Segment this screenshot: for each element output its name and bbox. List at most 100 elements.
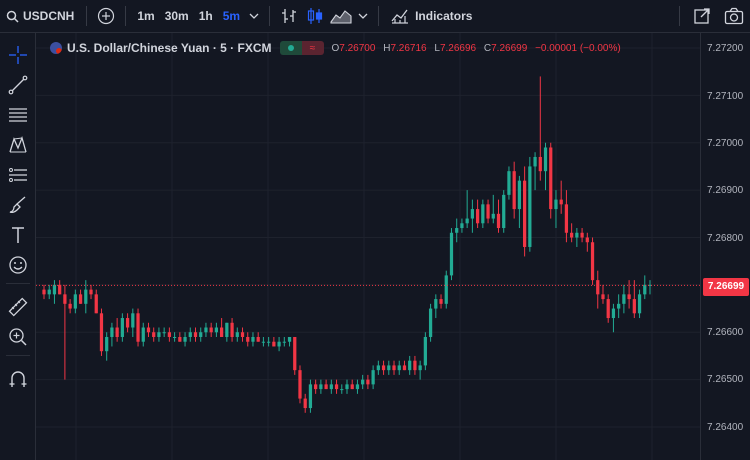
price-tick: 7.27100 <box>707 91 744 102</box>
price-chart[interactable] <box>36 33 700 460</box>
price-scale[interactable]: 7.27200 7.27100 7.27000 7.26900 7.26800 … <box>700 33 750 460</box>
candle <box>491 194 495 224</box>
candle <box>554 190 558 229</box>
candle <box>648 280 652 295</box>
top-toolbar: USDCNH 1m 30m 1h 5m Indicators <box>0 0 750 33</box>
candle <box>371 365 375 390</box>
divider <box>86 6 88 26</box>
candlestick-icon <box>307 8 323 24</box>
snapshot-button[interactable] <box>718 0 750 33</box>
bars-style-button[interactable] <box>276 0 302 33</box>
close-value: 7.26699 <box>491 42 528 54</box>
candle <box>517 175 522 229</box>
candle-body <box>549 147 553 210</box>
candle-body <box>475 209 480 224</box>
timeframe-30m[interactable]: 30m <box>164 9 189 23</box>
candle-body <box>350 384 354 390</box>
candle-body <box>94 294 98 314</box>
prediction-icon <box>9 168 27 182</box>
candle-body <box>528 166 532 247</box>
candle-body <box>334 384 339 390</box>
measure-tool[interactable] <box>6 295 30 319</box>
candle <box>486 199 490 224</box>
candle <box>428 303 433 342</box>
candle-body <box>559 199 563 205</box>
fib-retracement-tool[interactable] <box>6 103 30 127</box>
candle-body <box>340 389 344 391</box>
symbol-search-button[interactable]: USDCNH <box>0 0 80 33</box>
fullscreen-button[interactable] <box>686 0 718 33</box>
high-value: 7.26716 <box>390 42 427 54</box>
candle-body <box>423 336 427 366</box>
compare-symbol-button[interactable] <box>93 0 119 33</box>
candle-body <box>648 284 652 286</box>
indicators-label: Indicators <box>415 9 473 23</box>
candle-body <box>105 336 109 352</box>
candle <box>277 336 281 352</box>
candle <box>167 327 171 342</box>
pattern-tool[interactable] <box>6 133 30 157</box>
candle <box>99 308 104 356</box>
candle <box>178 332 182 342</box>
magnet-tool[interactable] <box>6 367 30 391</box>
candle-body <box>225 322 229 337</box>
candle <box>418 360 422 380</box>
emoji-icon <box>9 256 27 274</box>
trendline-icon <box>8 75 28 95</box>
candle-body <box>533 156 537 167</box>
candle-body <box>267 341 271 343</box>
grid-lines <box>36 33 700 460</box>
candle <box>481 199 485 229</box>
timeframe-1m[interactable]: 1m <box>137 9 155 23</box>
divider <box>6 283 30 284</box>
market-status-badges[interactable]: ≈ <box>279 41 324 55</box>
price-tick: 7.26800 <box>707 233 744 244</box>
candle-body <box>543 147 548 172</box>
indicators-button[interactable]: Indicators <box>385 0 478 33</box>
chart-style-dropdown[interactable] <box>354 0 372 33</box>
timeframe-dropdown[interactable] <box>245 0 263 33</box>
candle-body <box>617 303 621 309</box>
candle <box>449 228 454 281</box>
candle <box>314 379 318 394</box>
trendline-tool[interactable] <box>6 73 30 97</box>
candle <box>637 289 642 319</box>
candle-body <box>63 294 67 304</box>
candle <box>622 284 626 314</box>
change-value: −0.00001 (−0.00%) <box>535 42 621 54</box>
candle-body <box>84 289 88 304</box>
candle <box>585 232 589 252</box>
prediction-tool[interactable] <box>6 163 30 187</box>
candle-body <box>596 280 600 295</box>
candle <box>105 332 109 361</box>
market-open-icon <box>279 41 302 55</box>
candle-body <box>371 370 375 385</box>
currency-flag-icon <box>50 42 62 54</box>
emoji-tool[interactable] <box>6 253 30 277</box>
delay-badge: ≈ <box>301 41 324 55</box>
pattern-icon <box>9 135 27 153</box>
zoom-in-icon <box>9 328 27 346</box>
candle <box>340 384 344 394</box>
candle-body <box>439 299 443 304</box>
candle <box>350 379 354 390</box>
timeframe-5m[interactable]: 5m <box>222 9 241 23</box>
candle-body <box>434 299 438 309</box>
area-style-button[interactable] <box>328 0 354 33</box>
divider <box>269 6 271 26</box>
crosshair-tool[interactable] <box>6 43 30 67</box>
ruler-icon <box>8 297 28 317</box>
text-tool[interactable] <box>6 223 30 247</box>
brush-tool[interactable] <box>6 193 30 217</box>
candle-body <box>381 365 386 371</box>
candles-style-button[interactable] <box>302 0 328 33</box>
candle <box>298 365 302 404</box>
close-key: C <box>483 42 492 54</box>
candle <box>528 156 532 252</box>
candle <box>193 327 198 342</box>
timeframe-1h[interactable]: 1h <box>198 9 213 23</box>
candle <box>580 228 584 243</box>
candle <box>152 327 156 342</box>
legend-symbol-title[interactable]: U.S. Dollar/Chinese Yuan · 5 · FXCM <box>67 41 272 55</box>
zoom-in-tool[interactable] <box>6 325 30 349</box>
